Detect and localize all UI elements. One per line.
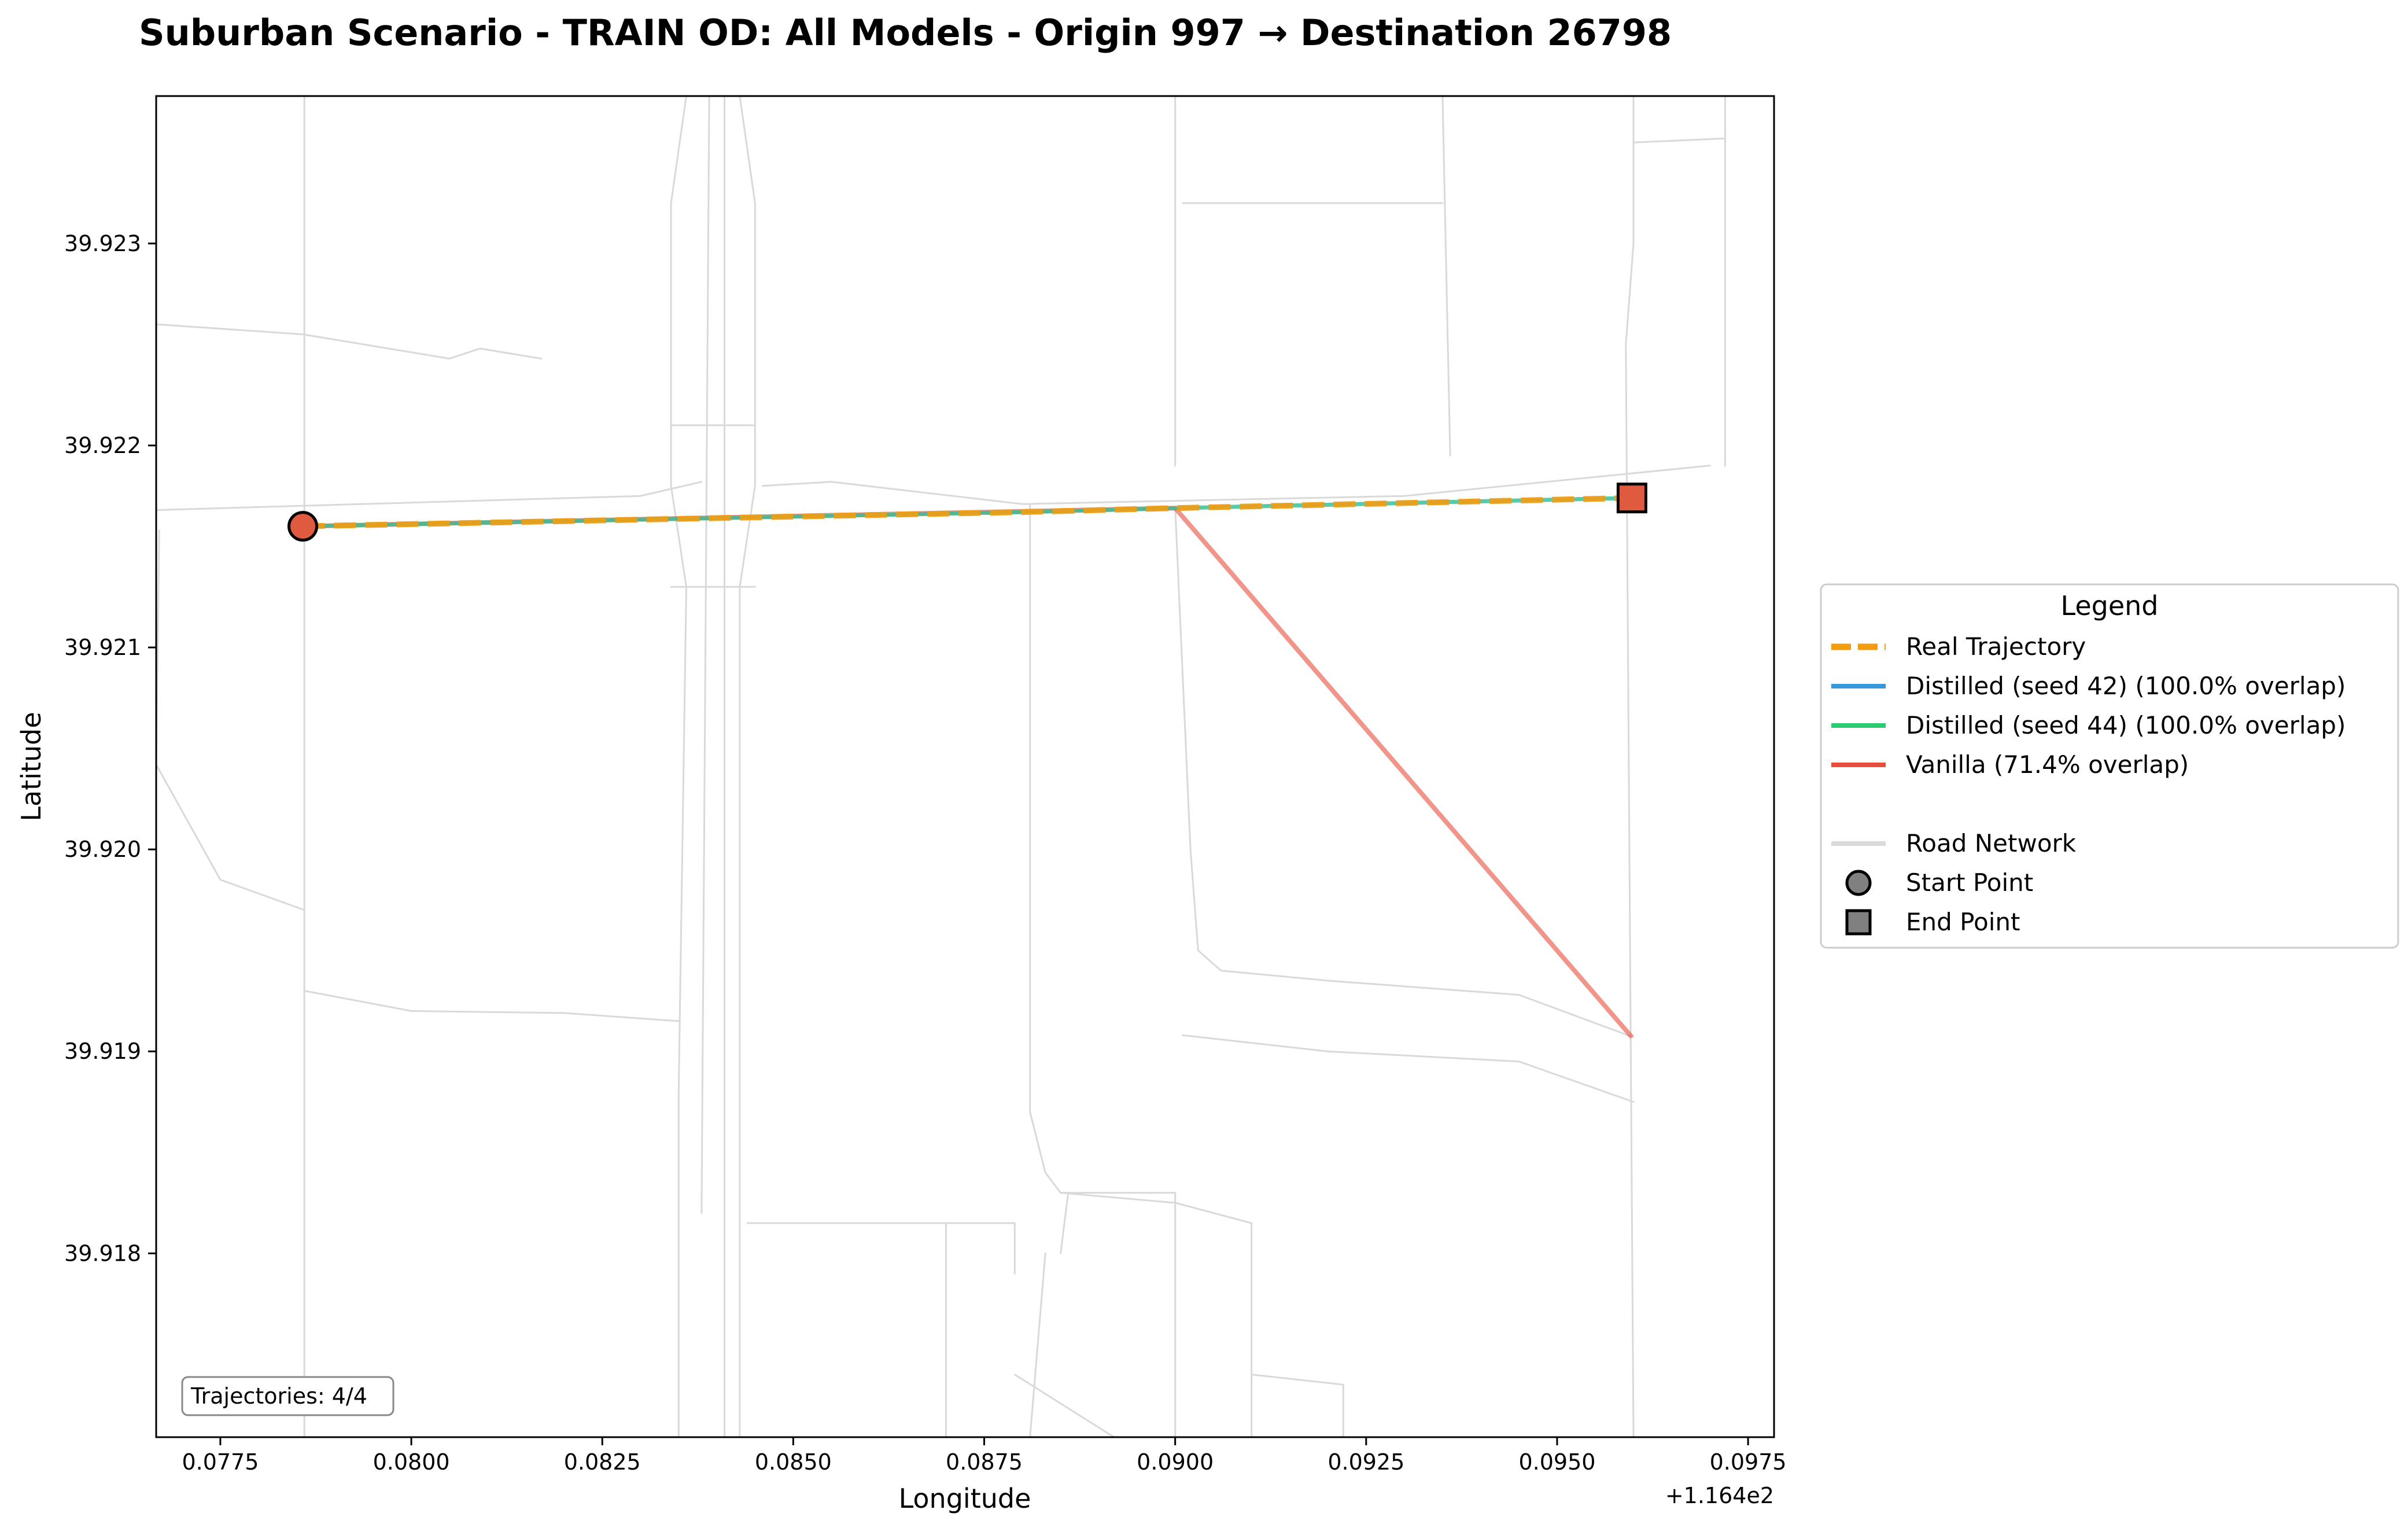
chart-title: Suburban Scenario - TRAIN OD: All Models… [139, 12, 1672, 54]
legend-label: Distilled (seed 42) (100.0% overlap) [1906, 672, 2346, 700]
road-segment [1251, 1374, 1344, 1437]
road-network-layer [156, 96, 1726, 1437]
road-segment [156, 323, 543, 360]
legend-items: Real Trajectory Distilled (seed 42) (100.… [1831, 632, 2346, 936]
x-tick-label: 0.0975 [1710, 1449, 1787, 1475]
end-point-marker [1616, 483, 1647, 514]
legend-item-real-trajectory: Real Trajectory [1831, 632, 2086, 661]
road-segment [1060, 1192, 1070, 1254]
legend-label: End Point [1906, 908, 2020, 936]
x-tick-label: 0.0900 [1137, 1449, 1214, 1475]
legend-title: Legend [2061, 590, 2159, 621]
annotation-text: Trajectories: 4/4 [190, 1383, 367, 1409]
legend-label: Real Trajectory [1906, 632, 2086, 661]
annotation-background [181, 1376, 394, 1416]
x-tick-label: 0.0875 [946, 1449, 1023, 1475]
road-segment [739, 96, 756, 1437]
road-segment [1625, 96, 1635, 1437]
road-segment [1029, 1252, 1046, 1437]
road-segment [746, 1222, 1016, 1275]
x-axis-label: Longitude [899, 1483, 1031, 1514]
legend-item-start-point: Start Point [1845, 868, 2033, 897]
legend-item-road-network: Road Network [1831, 829, 2077, 857]
legend-label: Vanilla (71.4% overlap) [1906, 750, 2189, 779]
road-segment [670, 96, 687, 1437]
x-tick-label: 0.0800 [373, 1449, 450, 1475]
y-tick-label: 39.921 [64, 635, 141, 660]
y-axis-label: Latitude [16, 712, 47, 821]
y-tick-label: 39.920 [64, 837, 141, 862]
real-trajectory-line [303, 495, 1632, 529]
x-axis-offset-label: +1.164e2 [1665, 1483, 1774, 1508]
road-segment [156, 764, 305, 911]
road-segment [1029, 503, 1177, 1437]
y-tick-label: 39.918 [64, 1240, 141, 1266]
legend-label: Start Point [1906, 868, 2033, 897]
road-segment [1174, 507, 1635, 1039]
x-tick-label: 0.0825 [564, 1449, 641, 1475]
y-tick-label: 39.919 [64, 1039, 141, 1064]
trajectory-series-layer [303, 495, 1634, 1039]
x-tick-label: 0.0775 [182, 1449, 259, 1475]
trajectories-count-annotation: Trajectories: 4/4 [181, 1376, 394, 1416]
road-segment [1182, 1034, 1635, 1103]
y-tick-label: 39.923 [64, 231, 141, 256]
legend-item-distilled-seed-42: Distilled (seed 42) (100.0% overlap) [1831, 672, 2346, 700]
legend-box [1820, 583, 2399, 949]
plot-area [155, 95, 1775, 1438]
legend-item-vanilla: Vanilla (71.4% overlap) [1831, 750, 2189, 779]
road-segment [1441, 96, 1451, 456]
road-segment [303, 990, 680, 1022]
x-tick-label: 0.0850 [755, 1449, 832, 1475]
road-segment [1013, 1374, 1115, 1437]
road-segment [1632, 137, 1726, 143]
road-segment [762, 465, 1711, 505]
legend: Legend Real Trajectory Distilled (seed 42… [1820, 583, 2399, 949]
legend-item-end-point: End Point [1845, 908, 2020, 936]
road-segment [156, 481, 703, 511]
start-point-marker [287, 511, 319, 542]
legend-label: Road Network [1906, 829, 2077, 857]
legend-item-distilled-seed-44: Distilled (seed 44) (100.0% overlap) [1831, 711, 2346, 739]
legend-label: Distilled (seed 44) (100.0% overlap) [1906, 711, 2346, 739]
plot-frame [155, 95, 1775, 1438]
legend-handle [1845, 909, 1872, 936]
x-tick-label: 0.0950 [1518, 1449, 1595, 1475]
x-tick-label: 0.0925 [1327, 1449, 1404, 1475]
legend-handle [1845, 870, 1872, 896]
x-axis: 0.0775 0.0800 0.0825 0.0850 0.0875 0.0900 0.09… [182, 1437, 1787, 1475]
y-tick-label: 39.922 [64, 433, 141, 458]
y-axis: 39.918 39.919 39.920 39.921 39.922 39.923 [64, 231, 156, 1266]
od-markers-layer [287, 483, 1647, 542]
road-segment [700, 96, 710, 1214]
road-segment [1060, 1192, 1253, 1437]
